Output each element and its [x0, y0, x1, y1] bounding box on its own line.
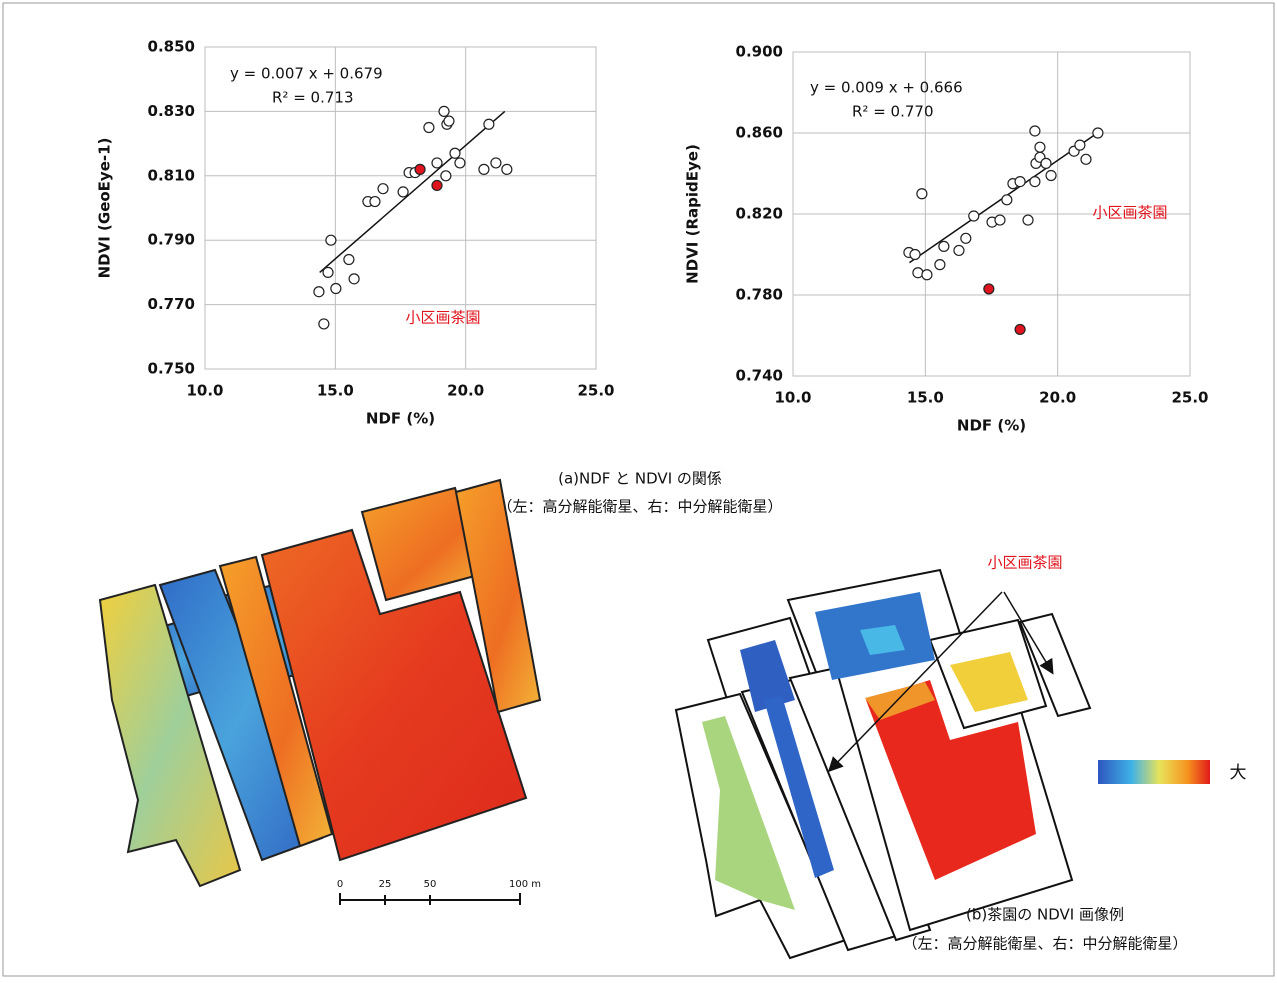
data-point — [1030, 126, 1040, 136]
data-point — [939, 241, 949, 251]
r-squared: R² = 0.713 — [272, 89, 353, 107]
x-tick-label: 10.0 — [774, 389, 811, 407]
y-tick-label: 0.750 — [148, 360, 195, 378]
data-point — [444, 116, 454, 126]
data-point — [424, 123, 434, 133]
data-point — [1015, 177, 1025, 187]
data-point — [432, 180, 442, 190]
data-point — [331, 284, 341, 294]
caption-a: (a)NDF と NDVI の関係 — [558, 470, 722, 488]
annotation: 小区画茶園 — [405, 309, 480, 327]
color-bar — [1098, 760, 1210, 784]
map-high-res — [100, 480, 540, 886]
scale-label: 0 — [337, 879, 343, 890]
x-axis-title: NDF (%) — [957, 417, 1026, 435]
y-axis-title: NDVI (GeoEye-1) — [96, 138, 114, 279]
x-tick-label: 25.0 — [1171, 389, 1208, 407]
equation: y = 0.009 x + 0.666 — [810, 79, 963, 97]
x-tick-label: 20.0 — [447, 382, 484, 400]
data-point — [432, 158, 442, 168]
scale-label: 50 — [424, 879, 437, 890]
color-bar-label: 大 — [1230, 763, 1247, 783]
data-point — [349, 274, 359, 284]
data-point — [961, 233, 971, 243]
annotation: 小区画茶園 — [1092, 204, 1167, 222]
data-point — [323, 267, 333, 277]
x-tick-label: 20.0 — [1039, 389, 1076, 407]
data-point — [455, 158, 465, 168]
x-tick-label: 15.0 — [317, 382, 354, 400]
figure: (a)NDF と NDVI の関係 （左：高分解能衛星、右：中分解能衛星） 0 … — [0, 0, 1277, 979]
data-point — [314, 287, 324, 297]
data-point — [1081, 154, 1091, 164]
data-point — [1002, 195, 1012, 205]
data-point — [995, 215, 1005, 225]
data-point — [326, 235, 336, 245]
r-squared: R² = 0.770 — [852, 103, 933, 121]
x-axis-title: NDF (%) — [366, 410, 435, 428]
data-point — [1023, 215, 1033, 225]
data-point — [917, 189, 927, 199]
data-point — [344, 255, 354, 265]
x-tick-label: 10.0 — [186, 382, 223, 400]
scale-labels: 0 25 50 100 m — [337, 879, 541, 890]
scale-bar — [340, 893, 520, 905]
data-point — [1041, 158, 1051, 168]
data-point — [319, 319, 329, 329]
data-point — [1046, 171, 1056, 181]
data-point — [441, 171, 451, 181]
data-point — [1093, 128, 1103, 138]
y-tick-label: 0.770 — [148, 295, 195, 313]
y-tick-label: 0.740 — [736, 367, 783, 385]
equation: y = 0.007 x + 0.679 — [230, 65, 383, 83]
data-point — [479, 164, 489, 174]
y-axis-title: NDVI (RapidEye) — [684, 144, 702, 284]
y-tick-label: 0.780 — [736, 286, 783, 304]
data-point — [415, 164, 425, 174]
data-point — [378, 184, 388, 194]
data-point — [969, 211, 979, 221]
data-point — [1030, 177, 1040, 187]
data-point — [910, 250, 920, 260]
x-tick-label: 25.0 — [577, 382, 614, 400]
x-tick-label: 15.0 — [907, 389, 944, 407]
data-point — [935, 260, 945, 270]
data-point — [954, 245, 964, 255]
data-point — [984, 284, 994, 294]
scale-label: 25 — [379, 879, 392, 890]
data-point — [450, 148, 460, 158]
y-tick-label: 0.850 — [148, 38, 195, 56]
y-tick-label: 0.860 — [736, 124, 783, 142]
data-point — [398, 187, 408, 197]
map-annotation: 小区画茶園 — [987, 554, 1062, 572]
y-tick-label: 0.820 — [736, 205, 783, 223]
data-point — [1015, 324, 1025, 334]
scale-label: 100 m — [509, 879, 541, 890]
caption-b-sub: （左：高分解能衛星、右：中分解能衛星） — [902, 935, 1187, 953]
data-point — [484, 119, 494, 129]
plot-area — [205, 47, 596, 369]
y-tick-label: 0.810 — [148, 166, 195, 184]
caption-a-sub: （左：高分解能衛星、右：中分解能衛星） — [497, 498, 782, 516]
y-tick-label: 0.790 — [148, 231, 195, 249]
data-point — [502, 164, 512, 174]
y-tick-label: 0.830 — [148, 102, 195, 120]
data-point — [1075, 140, 1085, 150]
y-tick-label: 0.900 — [736, 43, 783, 61]
data-point — [1035, 142, 1045, 152]
data-point — [922, 270, 932, 280]
data-point — [491, 158, 501, 168]
data-point — [370, 197, 380, 207]
data-point — [913, 268, 923, 278]
caption-b: (b)茶園の NDVI 画像例 — [966, 906, 1124, 924]
data-point — [439, 106, 449, 116]
